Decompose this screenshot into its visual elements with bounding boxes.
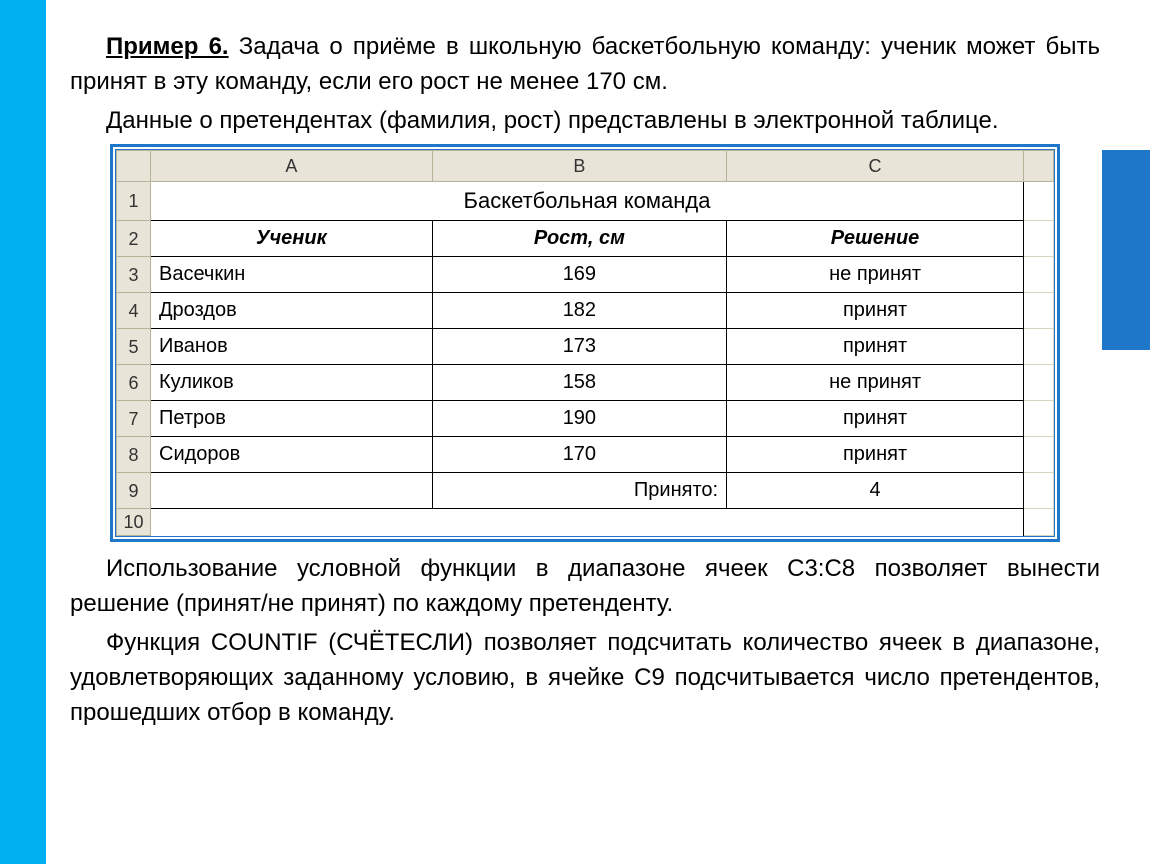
cell-student: Васечкин (151, 257, 433, 293)
cell-height: 169 (432, 257, 726, 293)
table-row: 6Куликов158не принят (117, 365, 1054, 401)
left-accent-stripe (0, 0, 46, 864)
right-accent-block (1102, 150, 1150, 350)
cell-decision: принят (727, 437, 1024, 473)
rownum: 6 (117, 365, 151, 401)
rownum-2: 2 (117, 221, 151, 257)
cell-decision: принят (727, 329, 1024, 365)
rownum: 5 (117, 329, 151, 365)
paragraph-1: Пример 6. Задача о приёме в школьную бас… (70, 30, 1100, 100)
cell-decision: не принят (727, 365, 1024, 401)
extra-cell (1024, 182, 1054, 221)
spreadsheet-table: A B C 1 Баскетбольная команда 2 Ученик Р… (116, 150, 1054, 536)
empty-cells (151, 509, 1024, 536)
rownum: 7 (117, 401, 151, 437)
empty-row: 10 (117, 509, 1054, 536)
hdr-decision: Решение (727, 221, 1024, 257)
cell-height: 182 (432, 293, 726, 329)
rownum: 3 (117, 257, 151, 293)
rownum-9: 9 (117, 473, 151, 509)
cell-decision: не принят (727, 257, 1024, 293)
cell-decision: принят (727, 401, 1024, 437)
paragraph-2: Данные о претендентах (фамилия, рост) пр… (70, 104, 1100, 139)
example-label: Пример 6. (106, 33, 229, 60)
header-row: 2 Ученик Рост, см Решение (117, 221, 1054, 257)
paragraph-3: Использование условной функции в диапазо… (70, 552, 1100, 622)
extra-cell (1024, 365, 1054, 401)
rownum: 4 (117, 293, 151, 329)
table-row: 8Сидоров170принят (117, 437, 1054, 473)
extra-cell (1024, 437, 1054, 473)
cell-student: Дроздов (151, 293, 433, 329)
summary-value: 4 (727, 473, 1024, 509)
hdr-height: Рост, см (432, 221, 726, 257)
cell-student: Иванов (151, 329, 433, 365)
summary-row: 9 Принято: 4 (117, 473, 1054, 509)
col-B: B (432, 151, 726, 182)
cell-height: 173 (432, 329, 726, 365)
column-header-row: A B C (117, 151, 1054, 182)
extra-cell (1024, 293, 1054, 329)
corner-cell (117, 151, 151, 182)
extra-cell (1024, 221, 1054, 257)
slide-content: Пример 6. Задача о приёме в школьную бас… (70, 30, 1100, 734)
cell-student: Сидоров (151, 437, 433, 473)
extra-cell (1024, 509, 1054, 536)
cell-height: 190 (432, 401, 726, 437)
summary-empty (151, 473, 433, 509)
cell-student: Петров (151, 401, 433, 437)
col-extra (1024, 151, 1054, 182)
spreadsheet-frame: A B C 1 Баскетбольная команда 2 Ученик Р… (110, 144, 1060, 542)
table-row: 7Петров190принят (117, 401, 1054, 437)
summary-label: Принято: (432, 473, 726, 509)
paragraph-4: Функция COUNTIF (СЧЁТЕСЛИ) позволяет под… (70, 626, 1100, 730)
col-A: A (151, 151, 433, 182)
extra-cell (1024, 257, 1054, 293)
extra-cell (1024, 329, 1054, 365)
title-row: 1 Баскетбольная команда (117, 182, 1054, 221)
table-row: 5Иванов173принят (117, 329, 1054, 365)
rownum-1: 1 (117, 182, 151, 221)
cell-height: 170 (432, 437, 726, 473)
rownum: 8 (117, 437, 151, 473)
table-row: 3Васечкин169не принят (117, 257, 1054, 293)
hdr-student: Ученик (151, 221, 433, 257)
table-row: 4Дроздов182принят (117, 293, 1054, 329)
cell-decision: принят (727, 293, 1024, 329)
rownum-10: 10 (117, 509, 151, 536)
table-title: Баскетбольная команда (151, 182, 1024, 221)
extra-cell (1024, 473, 1054, 509)
col-C: C (727, 151, 1024, 182)
cell-height: 158 (432, 365, 726, 401)
cell-student: Куликов (151, 365, 433, 401)
extra-cell (1024, 401, 1054, 437)
